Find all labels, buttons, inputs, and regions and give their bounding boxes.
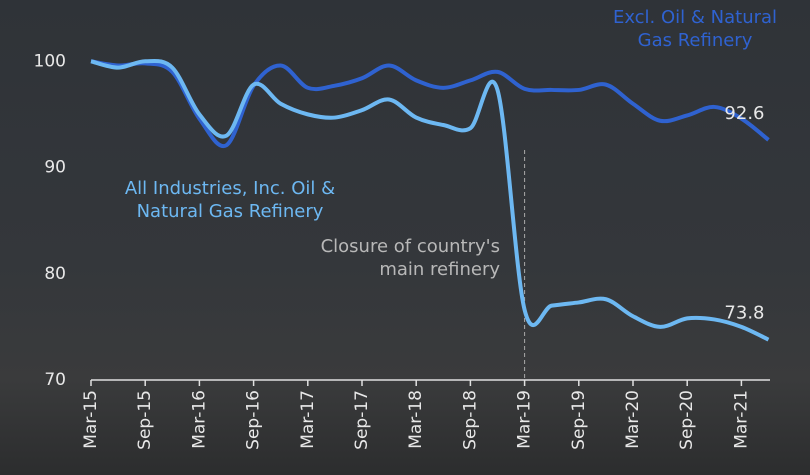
y-tick-label: 100 (34, 51, 66, 71)
y-tick-label: 70 (44, 370, 66, 390)
x-tick-label: Mar-21 (731, 390, 751, 449)
value-label: 92.6 (724, 103, 764, 124)
series-label: All Industries, Inc. Oil & Natural Gas R… (124, 178, 336, 222)
x-tick-label: Mar-19 (515, 390, 535, 449)
x-tick-label: Sep-16 (244, 390, 264, 450)
annotation: Closure of country's main refinery (320, 236, 500, 280)
x-tick-label: Sep-18 (460, 390, 480, 450)
series-line (90, 59, 770, 149)
x-tick-label: Mar-17 (298, 390, 318, 449)
x-tick-label: Mar-16 (189, 390, 209, 449)
y-tick-label: 80 (44, 264, 66, 284)
x-tick-label: Sep-20 (677, 390, 697, 450)
x-tick-label: Sep-17 (352, 390, 372, 450)
x-tick-label: Mar-15 (81, 390, 101, 449)
x-tick-label: Sep-15 (135, 390, 155, 450)
x-tick-label: Sep-19 (569, 390, 589, 450)
y-tick-label: 90 (44, 158, 66, 178)
value-label: 73.8 (724, 303, 764, 324)
x-tick-label: Mar-20 (623, 390, 643, 449)
series-label: Excl. Oil & Natural Gas Refinery (612, 7, 778, 51)
x-tick-label: Mar-18 (406, 390, 426, 449)
series-line (90, 58, 770, 342)
